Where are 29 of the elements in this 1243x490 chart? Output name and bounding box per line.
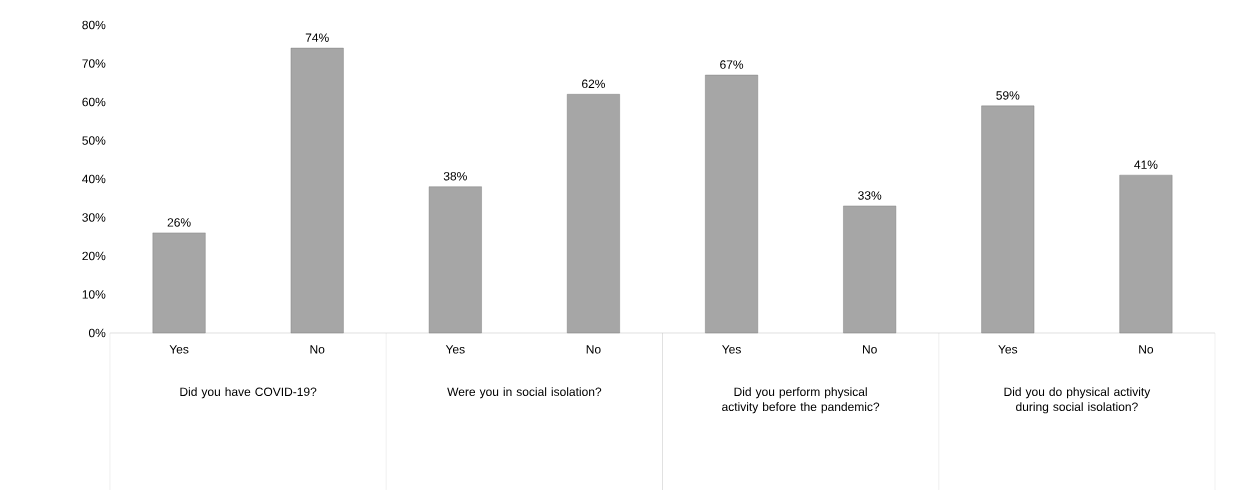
y-tick-label: 10%: [82, 290, 106, 299]
data-label: 59%: [996, 91, 1020, 100]
x-tick-label: Yes: [445, 345, 465, 354]
data-label: 74%: [305, 33, 329, 42]
text: Did you perform physical activity before the pandemic?: [722, 387, 880, 414]
x-tick-label: No: [310, 345, 325, 354]
y-tick-label: 30%: [82, 213, 106, 222]
data-label: 67%: [720, 60, 744, 69]
y-tick-label: 40%: [82, 174, 106, 184]
x-tick-label: Yes: [998, 345, 1018, 354]
y-tick-label: 0%: [88, 328, 106, 338]
x-tick-label: No: [862, 345, 877, 354]
text: Did you do physical activity during social isolation?: [1004, 387, 1151, 414]
x-tick-label: Yes: [169, 345, 189, 354]
y-tick-label: 50%: [82, 136, 106, 145]
x-tick-label: No: [586, 345, 601, 354]
y-tick-label: 80%: [82, 20, 106, 30]
y-tick-label: 70%: [82, 59, 106, 68]
data-label: 62%: [582, 79, 606, 89]
y-tick-label: 20%: [82, 251, 106, 261]
data-label: 26%: [167, 218, 191, 227]
data-label: 41%: [1134, 160, 1158, 169]
x-tick-label: Yes: [722, 345, 741, 354]
text: Were you in social isolation?: [447, 387, 602, 399]
data-label: 38%: [443, 172, 467, 181]
y-tick-label: 60%: [82, 97, 106, 107]
data-label: 33%: [858, 191, 882, 200]
x-tick-label: No: [1139, 345, 1154, 354]
text: Did you have COVID-19?: [180, 387, 317, 399]
